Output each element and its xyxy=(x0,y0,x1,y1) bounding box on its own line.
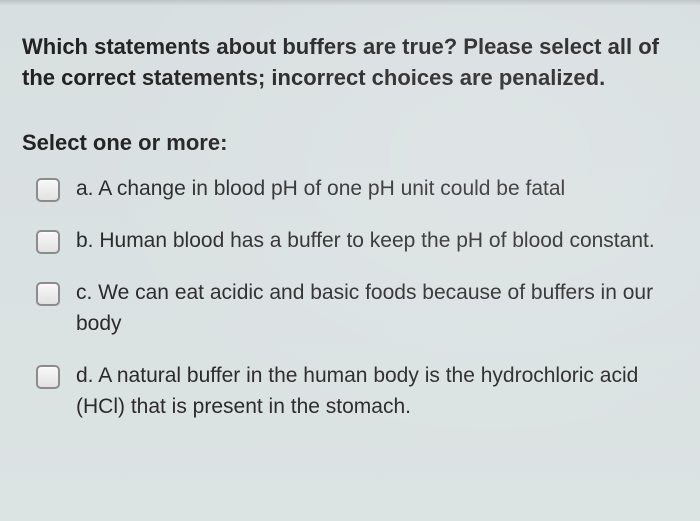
checkbox-d[interactable] xyxy=(36,365,60,389)
question-text: Which statements about buffers are true?… xyxy=(22,32,672,94)
option-row: b. Human blood has a buffer to keep the … xyxy=(22,226,672,256)
checkbox-b[interactable] xyxy=(36,230,60,254)
checkbox-c[interactable] xyxy=(36,282,60,306)
select-instruction: Select one or more: xyxy=(22,130,672,156)
checkbox-a[interactable] xyxy=(36,178,60,202)
question-card: Which statements about buffers are true?… xyxy=(0,0,700,472)
option-row: d. A natural buffer in the human body is… xyxy=(22,361,672,422)
option-b-label: b. Human blood has a buffer to keep the … xyxy=(76,226,655,256)
option-d-label: d. A natural buffer in the human body is… xyxy=(76,361,672,422)
option-row: c. We can eat acidic and basic foods bec… xyxy=(22,278,672,339)
option-row: a. A change in blood pH of one pH unit c… xyxy=(22,174,672,204)
top-shadow xyxy=(0,0,700,6)
option-c-label: c. We can eat acidic and basic foods bec… xyxy=(76,278,672,339)
option-a-label: a. A change in blood pH of one pH unit c… xyxy=(76,174,565,204)
